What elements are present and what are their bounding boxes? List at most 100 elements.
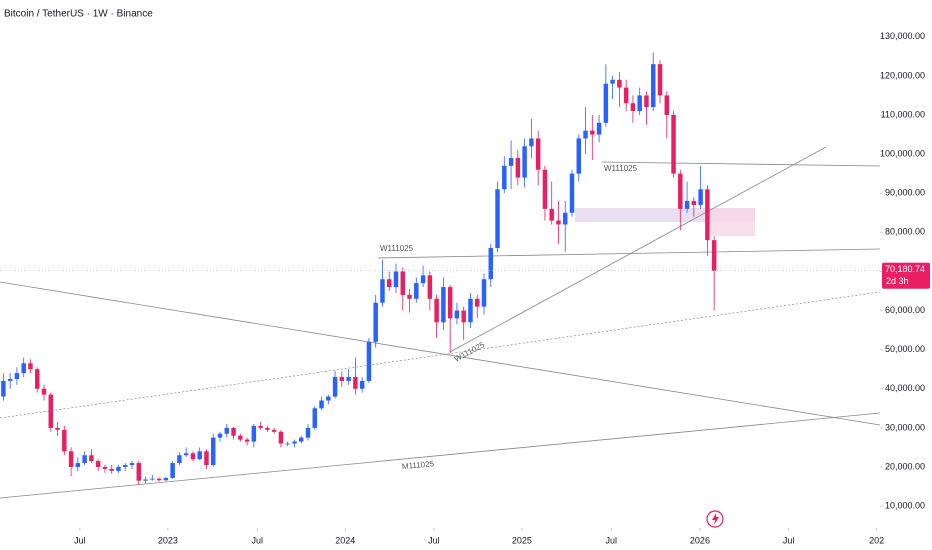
candle-body [583, 130, 588, 139]
candle-body [95, 461, 101, 467]
candle-body [319, 400, 324, 409]
y-tick-label: 90,000.00 [885, 188, 925, 198]
candle-body [292, 441, 297, 444]
zone [710, 208, 755, 236]
candle-body [711, 240, 717, 271]
y-tick-label: 80,000.00 [885, 227, 925, 237]
candle-body [474, 298, 480, 307]
price-badge [882, 262, 930, 289]
candle-body [251, 425, 257, 442]
candle-body [535, 138, 541, 170]
candle-body [62, 429, 67, 452]
trendline [0, 281, 881, 426]
candle-body [386, 279, 392, 288]
candle-body [170, 463, 175, 478]
x-tick-label: Jul [783, 535, 795, 545]
candle-body [644, 95, 649, 108]
candle-body [400, 271, 406, 295]
candle-body [197, 451, 202, 460]
y-tick-label: 40,000.00 [885, 383, 925, 393]
candle-body [332, 377, 338, 397]
candle-body [488, 247, 494, 280]
candle-body [556, 220, 561, 225]
drawings: W111025 W111025 W111025 M111025 [0, 146, 881, 499]
x-tick-label: Jul [251, 535, 263, 545]
candle-body [231, 427, 236, 436]
candle-body [89, 455, 94, 462]
candle-body [156, 478, 162, 481]
candle-body [502, 165, 507, 190]
candle-body [373, 302, 378, 342]
trendline [377, 248, 881, 259]
candle-body [339, 377, 345, 381]
candle-body [427, 275, 433, 299]
candle-body [420, 275, 426, 284]
candle-body [366, 341, 372, 381]
trendline [0, 291, 881, 419]
candle-body [515, 158, 521, 178]
x-tick-label: 2023 [158, 535, 178, 545]
candle-body [407, 294, 412, 299]
candle-body [163, 477, 169, 481]
candle-body [630, 103, 636, 112]
candle-body [265, 427, 270, 430]
candle-body [177, 455, 182, 464]
candle-body [346, 377, 351, 381]
candle-body [650, 64, 656, 108]
y-tick-label: 20,000.00 [885, 461, 925, 471]
candle-body [285, 443, 290, 445]
y-tick-label: 130,000.00 [880, 31, 925, 41]
trendline [0, 412, 881, 499]
candle-body [691, 201, 697, 205]
annotation: W111025 [380, 244, 414, 253]
y-tick-label: 10,000.00 [885, 500, 925, 510]
candle-body [393, 271, 399, 288]
candle-body [590, 130, 595, 135]
candle-body [684, 201, 690, 209]
candle-body [129, 463, 135, 466]
candle-body [603, 83, 609, 123]
y-tick-label: 30,000.00 [885, 422, 925, 432]
x-tick-label: Jul [606, 535, 618, 545]
candle-body [271, 429, 277, 432]
logo [706, 510, 724, 528]
trendline [449, 146, 827, 353]
candle-body [150, 478, 155, 480]
candle-body [447, 287, 453, 319]
candle-body [468, 298, 473, 323]
candle-body [122, 465, 128, 467]
candle-body [481, 279, 487, 307]
candle-body [664, 95, 670, 115]
candle-body [190, 453, 196, 460]
annotation: W111025 [604, 164, 638, 173]
candles [1, 52, 717, 485]
candle-body [414, 283, 419, 299]
annotation: M111025 [402, 459, 435, 471]
candle-body [244, 439, 250, 442]
candle-body [136, 463, 142, 481]
x-tick-label: Jul [428, 535, 440, 545]
candle-body [238, 435, 243, 440]
candle-body [278, 431, 284, 444]
candle-body [610, 79, 615, 84]
candle-body [217, 433, 223, 438]
candle-body [353, 377, 358, 389]
candle-body [204, 451, 209, 466]
candle-body [508, 158, 514, 166]
candle-body [82, 455, 87, 464]
candle-body [434, 298, 439, 323]
y-tick-label: 50,000.00 [885, 344, 925, 354]
candle-body [224, 427, 230, 434]
candle-body [454, 310, 460, 319]
candle-body [596, 122, 602, 135]
trendline [601, 161, 881, 167]
candle-body [1, 380, 6, 397]
x-tick-label: Jul [74, 535, 86, 545]
candle-body [21, 363, 26, 374]
candle-body [698, 189, 703, 205]
candle-body [116, 466, 121, 471]
candle-body [312, 408, 318, 428]
price-label: 70,180.74 [885, 264, 925, 274]
candle-body [562, 212, 568, 225]
candle-body [637, 95, 642, 112]
